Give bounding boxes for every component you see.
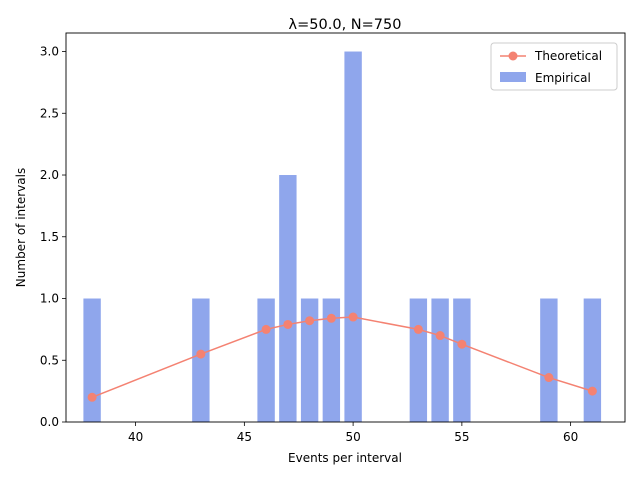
y-tick-label: 3.0 (40, 45, 59, 59)
chart-title: λ=50.0, N=750 (289, 17, 402, 33)
legend-label-theoretical: Theoretical (534, 49, 602, 63)
theoretical-point-43 (196, 349, 206, 359)
x-tick-label: 60 (563, 430, 578, 444)
bar-59 (540, 298, 558, 422)
legend-label-empirical: Empirical (535, 71, 591, 85)
y-tick-label: 2.5 (40, 106, 59, 120)
theoretical-point-54 (435, 331, 445, 341)
bar-53 (409, 298, 428, 422)
theoretical-point-48 (305, 316, 315, 326)
theoretical-point-55 (457, 339, 467, 349)
y-tick-label: 2.0 (40, 168, 59, 182)
bar-43 (192, 298, 210, 422)
plot-frame (65, 32, 626, 423)
x-axis-label: Events per interval (288, 451, 402, 465)
theoretical-point-47 (283, 319, 293, 329)
theoretical-point-50 (348, 312, 358, 322)
theoretical-point-38 (87, 392, 97, 402)
legend-marker-swatch (508, 51, 518, 61)
theoretical-point-59 (544, 373, 554, 383)
theoretical-point-46 (261, 324, 271, 334)
bar-54 (431, 298, 449, 422)
y-tick-label: 0.5 (40, 353, 59, 367)
bar-48 (300, 298, 319, 422)
x-tick-label: 50 (345, 430, 360, 444)
bar-46 (257, 298, 275, 422)
bar-50 (344, 51, 362, 423)
y-axis: 0.0 0.5 1.0 1.5 2.0 2.5 3.0 (40, 45, 66, 429)
legend: Theoretical Empirical (490, 42, 618, 91)
theoretical-line (91, 316, 593, 398)
bars-group (83, 51, 602, 423)
theoretical-point-61 (587, 386, 597, 396)
y-axis-label: Number of intervals (14, 168, 28, 287)
bar-49 (322, 298, 341, 422)
bar-55 (453, 298, 471, 422)
y-tick-label: 1.0 (40, 292, 59, 306)
bar-47 (279, 175, 297, 422)
y-tick-label: 0.0 (40, 415, 59, 429)
x-tick-label: 55 (454, 430, 469, 444)
bar-61 (583, 298, 602, 422)
theoretical-point-49 (326, 313, 336, 323)
x-tick-label: 45 (237, 430, 252, 444)
legend-bar-swatch (500, 72, 526, 82)
theoretical-point-53 (413, 324, 423, 334)
x-tick-label: 40 (128, 430, 143, 444)
theoretical-line-group (87, 312, 597, 402)
x-axis: 40 45 50 55 60 (128, 422, 578, 444)
bar-38 (83, 298, 101, 422)
y-tick-label: 1.5 (40, 230, 59, 244)
